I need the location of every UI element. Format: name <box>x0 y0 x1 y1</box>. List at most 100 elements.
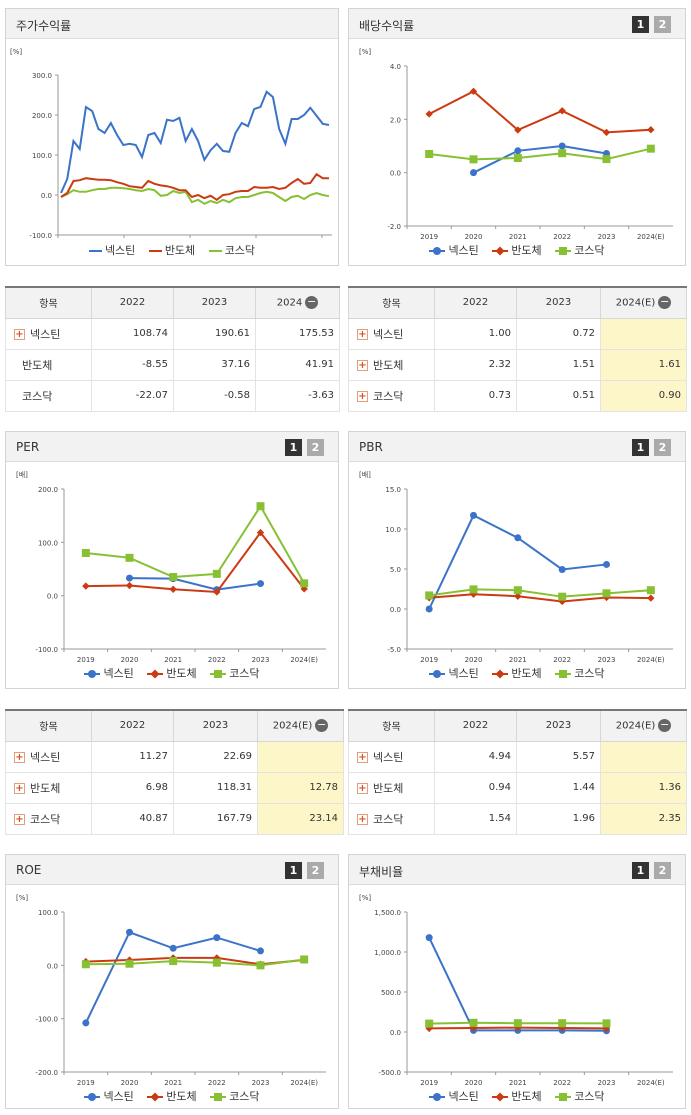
plus-icon[interactable]: + <box>357 329 368 340</box>
data-point-kosdaq <box>169 573 178 581</box>
page-1-button[interactable]: 1 <box>285 439 302 456</box>
plus-icon[interactable]: + <box>357 360 368 371</box>
data-point-nexstin <box>603 560 610 568</box>
table-header: 2024(E) − <box>257 709 344 742</box>
data-point-semi <box>514 126 522 134</box>
data-point-kosdaq <box>558 592 567 601</box>
data-point-nexstin <box>82 1019 90 1027</box>
collapse-icon[interactable]: − <box>315 718 329 733</box>
plus-icon[interactable]: + <box>14 814 25 825</box>
page-1-button[interactable]: 1 <box>632 16 649 33</box>
data-point-semi <box>647 126 655 134</box>
x-tick-label: 2024(E) <box>290 656 318 663</box>
y-unit-label: [%] <box>359 48 371 56</box>
pbr-panel: PBR 1 2 [배] 15.0 10.0 5.0 0.0 -5.0 2019 2020 202… <box>348 431 686 689</box>
y-tick-label: 1,500.0 <box>374 909 401 917</box>
x-tick-label: 2020 <box>121 1079 139 1086</box>
table-row: + 코스닥 40.87 167.79 23.14 <box>5 802 344 835</box>
data-point-kosdaq <box>469 1018 478 1027</box>
page-2-button[interactable]: 2 <box>654 16 671 33</box>
page-1-button[interactable]: 1 <box>285 862 302 879</box>
page-1-button[interactable]: 1 <box>632 862 649 879</box>
debt-ratio-chart: [%]1,500.0 1,000.0 500.0 0.0 -500.0 2019 2020 2… <box>359 894 673 1086</box>
y-tick-label: 200.0 <box>38 486 58 494</box>
data-point-kosdaq <box>469 155 478 164</box>
y-tick-label: 15.0 <box>385 486 401 494</box>
collapse-icon[interactable]: − <box>658 295 672 310</box>
page-2-button[interactable]: 2 <box>307 862 324 879</box>
table-row: + 반도체 0.94 1.44 1.36 <box>348 771 687 804</box>
series-line-kosdaq <box>429 588 651 598</box>
x-tick-label: 2021 <box>509 656 527 663</box>
plus-icon[interactable]: + <box>357 391 368 402</box>
legend-item-semi: 반도체 <box>148 242 195 258</box>
x-tick-label: 2020 <box>121 656 139 663</box>
data-point-kosdaq <box>602 155 611 164</box>
legend-item-kosdaq: 코스닥 <box>555 242 605 258</box>
plus-icon[interactable]: + <box>14 783 25 794</box>
table-header: 항목 <box>348 709 435 742</box>
x-tick-label: 2024(E) <box>637 233 665 240</box>
y-tick-label: 1,000.0 <box>374 949 401 957</box>
data-point-semi <box>125 581 134 590</box>
panel-title: ROE <box>16 863 42 877</box>
table-header: 2023 <box>173 709 258 742</box>
chart-legend: 넥스틴 반도체 코스닥 <box>349 1088 685 1104</box>
table-header: 2022 <box>434 286 517 319</box>
plus-icon[interactable]: + <box>14 329 25 340</box>
chart-legend: 넥스틴 반도체 코스닥 <box>349 242 685 258</box>
table-row: + 넥스틴 4.94 5.57 <box>348 740 687 773</box>
table-row: + 반도체 2.32 1.51 1.61 <box>348 348 687 381</box>
legend-item-nexstin: 넥스틴 <box>429 242 479 258</box>
legend-item-semi: 반도체 <box>147 665 197 681</box>
plus-icon[interactable]: + <box>357 814 368 825</box>
collapse-icon[interactable]: − <box>305 295 319 310</box>
data-point-nexstin <box>558 142 566 150</box>
data-point-kosdaq <box>125 959 134 968</box>
legend-item-semi: 반도체 <box>492 665 542 681</box>
table-header-row: 항목 2022 2023 2024(E) − <box>5 709 344 742</box>
table-header-row: 항목 2022 2023 2024− <box>5 286 340 319</box>
plus-icon[interactable]: + <box>14 752 25 763</box>
page-2-button[interactable]: 2 <box>654 862 671 879</box>
dividend-panel: 배당수익률 1 2 [%] 4.0 2.0 0.0 -2.0 2019 2020 2021 20… <box>348 8 686 266</box>
y-unit-label: [%] <box>359 894 371 902</box>
y-tick-label: 0.0 <box>47 593 58 601</box>
y-tick-label: 100.0 <box>38 909 58 917</box>
collapse-icon[interactable]: − <box>658 718 672 733</box>
x-tick-label: 2021 <box>164 656 182 663</box>
data-point-nexstin <box>514 147 522 155</box>
y-tick-label: -100.0 <box>35 1016 58 1024</box>
page-1-button[interactable]: 1 <box>632 439 649 456</box>
data-point-nexstin <box>257 947 264 955</box>
y-unit-label: [배] <box>359 470 371 479</box>
y-tick-label: 0.0 <box>390 170 401 178</box>
plus-icon[interactable]: + <box>357 783 368 794</box>
y-tick-label: 5.0 <box>390 566 401 574</box>
y-tick-label: 0.0 <box>47 962 58 970</box>
legend-item-kosdaq: 코스닥 <box>210 665 260 681</box>
x-tick-label: 2020 <box>465 656 483 663</box>
plus-icon[interactable]: + <box>357 752 368 763</box>
table-row: + 넥스틴 11.27 22.69 <box>5 740 344 773</box>
page-2-button[interactable]: 2 <box>654 439 671 456</box>
pbr-chart: [배] 15.0 10.0 5.0 0.0 -5.0 2019 2020 2021 2022 202… <box>359 470 673 663</box>
legend-item-nexstin: 넥스틴 <box>84 1088 134 1104</box>
page-2-button[interactable]: 2 <box>307 439 324 456</box>
series-line-kosdaq <box>85 958 305 967</box>
data-point-kosdaq <box>256 502 265 511</box>
y-tick-label: 200.0 <box>32 112 52 120</box>
table-row: + 넥스틴 108.74 190.61 175.53 <box>5 317 340 350</box>
data-point-kosdaq <box>602 589 611 598</box>
panel-title: 주가수익률 <box>16 19 72 33</box>
panel-title: 부채비율 <box>359 865 404 879</box>
x-tick-label: 2020 <box>465 1079 483 1086</box>
stock-return-table: 항목 2022 2023 2024− + 넥스틴 108.74 190.61 17… <box>5 286 340 412</box>
table-header: 항목 <box>5 709 92 742</box>
table-header: 2023 <box>173 286 256 319</box>
panel-title: 배당수익률 <box>359 19 415 33</box>
data-point-semi <box>213 588 221 596</box>
data-point-kosdaq <box>513 586 522 595</box>
y-tick-label: 500.0 <box>381 989 401 997</box>
x-tick-label: 2022 <box>553 1079 571 1086</box>
